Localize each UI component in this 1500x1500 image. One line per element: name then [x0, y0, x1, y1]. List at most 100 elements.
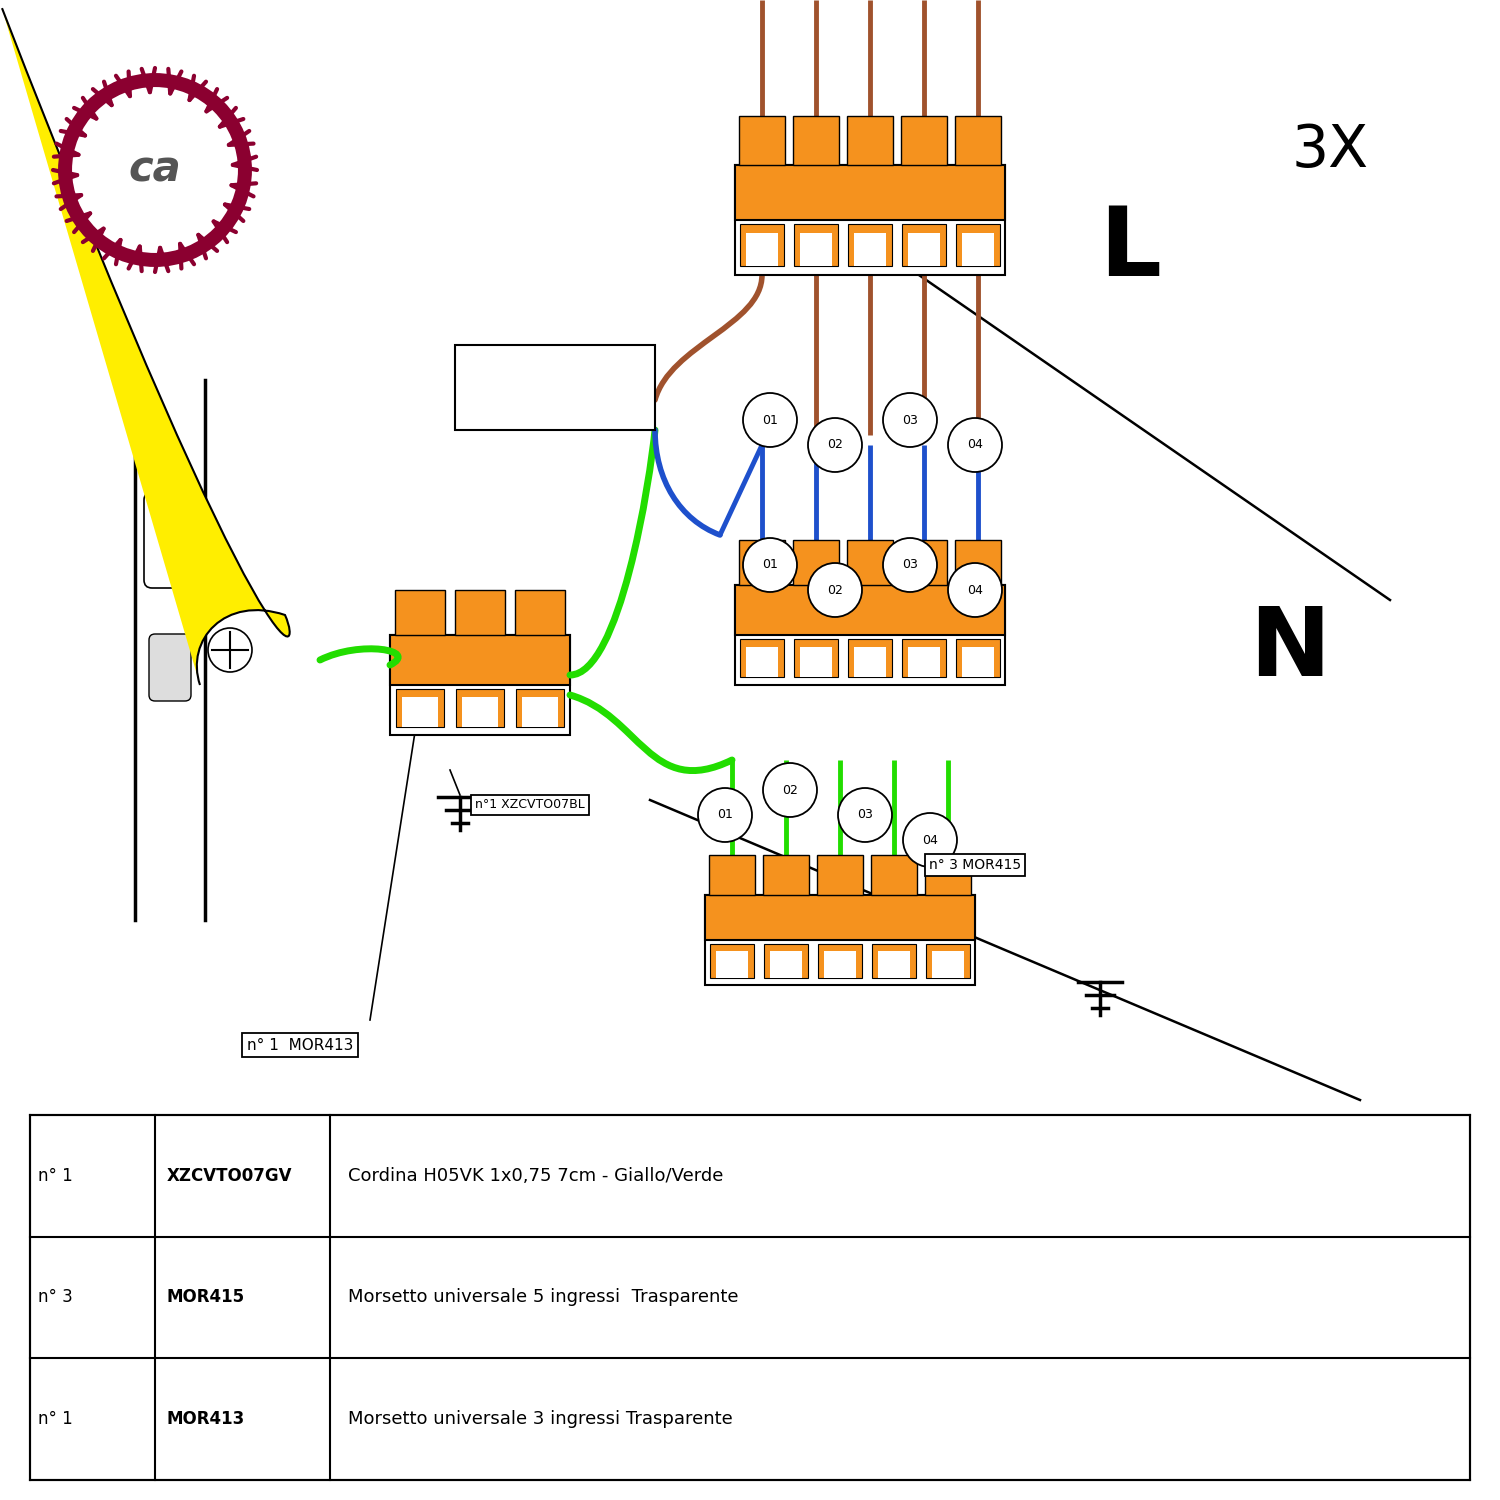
- FancyBboxPatch shape: [847, 540, 892, 585]
- FancyBboxPatch shape: [853, 646, 886, 676]
- FancyBboxPatch shape: [394, 590, 445, 634]
- FancyBboxPatch shape: [849, 225, 891, 266]
- FancyBboxPatch shape: [522, 698, 558, 728]
- FancyBboxPatch shape: [402, 698, 438, 728]
- FancyBboxPatch shape: [794, 540, 838, 585]
- FancyBboxPatch shape: [824, 951, 856, 978]
- FancyBboxPatch shape: [740, 116, 784, 165]
- FancyBboxPatch shape: [873, 944, 915, 978]
- FancyBboxPatch shape: [902, 116, 946, 165]
- FancyBboxPatch shape: [514, 590, 566, 634]
- FancyBboxPatch shape: [962, 232, 994, 266]
- FancyBboxPatch shape: [800, 646, 832, 676]
- Text: MOR415: MOR415: [166, 1288, 244, 1306]
- Text: Morsetto universale 3 ingressi Trasparente: Morsetto universale 3 ingressi Trasparen…: [348, 1410, 732, 1428]
- FancyBboxPatch shape: [853, 232, 886, 266]
- FancyBboxPatch shape: [908, 646, 940, 676]
- Circle shape: [884, 393, 938, 447]
- FancyBboxPatch shape: [454, 590, 506, 634]
- FancyBboxPatch shape: [962, 646, 994, 676]
- Text: n° 3: n° 3: [38, 1288, 72, 1306]
- Text: N: N: [1250, 603, 1330, 696]
- Text: n° 1: n° 1: [38, 1410, 72, 1428]
- FancyBboxPatch shape: [818, 855, 862, 895]
- FancyBboxPatch shape: [735, 585, 1005, 634]
- Text: 02: 02: [827, 584, 843, 597]
- Circle shape: [948, 419, 1002, 472]
- FancyBboxPatch shape: [30, 1114, 1470, 1480]
- Text: n° 1: n° 1: [38, 1167, 72, 1185]
- FancyBboxPatch shape: [144, 492, 196, 588]
- FancyBboxPatch shape: [932, 951, 964, 978]
- FancyBboxPatch shape: [741, 225, 783, 266]
- FancyBboxPatch shape: [735, 165, 1005, 220]
- FancyBboxPatch shape: [705, 896, 975, 986]
- Text: 02: 02: [827, 438, 843, 452]
- FancyBboxPatch shape: [456, 688, 504, 728]
- FancyBboxPatch shape: [956, 116, 1000, 165]
- Text: 03: 03: [856, 808, 873, 822]
- FancyBboxPatch shape: [390, 634, 570, 686]
- FancyBboxPatch shape: [903, 225, 945, 266]
- Text: XZCVTO07GV: XZCVTO07GV: [166, 1167, 292, 1185]
- Text: L: L: [1100, 204, 1161, 297]
- FancyBboxPatch shape: [956, 540, 1000, 585]
- Text: 04: 04: [922, 834, 938, 846]
- Circle shape: [698, 788, 752, 842]
- FancyBboxPatch shape: [800, 232, 832, 266]
- Circle shape: [209, 628, 252, 672]
- Text: ca: ca: [129, 148, 182, 190]
- Circle shape: [808, 562, 862, 616]
- FancyBboxPatch shape: [710, 855, 754, 895]
- FancyBboxPatch shape: [765, 944, 807, 978]
- Circle shape: [884, 538, 938, 592]
- FancyBboxPatch shape: [735, 165, 1005, 274]
- FancyBboxPatch shape: [957, 639, 999, 676]
- Circle shape: [78, 93, 232, 248]
- Circle shape: [839, 788, 892, 842]
- FancyBboxPatch shape: [847, 116, 892, 165]
- Text: 03: 03: [902, 414, 918, 426]
- FancyBboxPatch shape: [794, 116, 838, 165]
- PathPatch shape: [196, 610, 291, 689]
- Text: 01: 01: [762, 414, 778, 426]
- FancyBboxPatch shape: [516, 688, 564, 728]
- FancyBboxPatch shape: [462, 698, 498, 728]
- Text: 01: 01: [762, 558, 778, 572]
- Text: 03: 03: [902, 558, 918, 572]
- FancyBboxPatch shape: [795, 225, 837, 266]
- Text: 02: 02: [782, 783, 798, 796]
- FancyBboxPatch shape: [770, 951, 802, 978]
- FancyBboxPatch shape: [927, 944, 969, 978]
- Text: n°1 XZCVTO07BL: n°1 XZCVTO07BL: [476, 798, 585, 812]
- FancyBboxPatch shape: [849, 639, 891, 676]
- Circle shape: [764, 764, 818, 818]
- FancyBboxPatch shape: [764, 855, 808, 895]
- FancyBboxPatch shape: [740, 540, 784, 585]
- FancyBboxPatch shape: [716, 951, 748, 978]
- FancyBboxPatch shape: [926, 855, 970, 895]
- Circle shape: [742, 538, 796, 592]
- FancyBboxPatch shape: [148, 634, 190, 700]
- FancyBboxPatch shape: [819, 944, 861, 978]
- FancyBboxPatch shape: [711, 944, 753, 978]
- FancyBboxPatch shape: [396, 688, 444, 728]
- Text: Morsetto universale 5 ingressi  Trasparente: Morsetto universale 5 ingressi Trasparen…: [348, 1288, 738, 1306]
- Circle shape: [70, 86, 238, 254]
- Text: MOR413: MOR413: [166, 1410, 246, 1428]
- FancyBboxPatch shape: [741, 639, 783, 676]
- FancyBboxPatch shape: [878, 951, 910, 978]
- FancyBboxPatch shape: [454, 345, 656, 430]
- Text: Cordina H05VK 1x0,75 7cm - Giallo/Verde: Cordina H05VK 1x0,75 7cm - Giallo/Verde: [348, 1167, 723, 1185]
- Text: 01: 01: [717, 808, 734, 822]
- Text: 04: 04: [968, 584, 982, 597]
- FancyBboxPatch shape: [795, 639, 837, 676]
- FancyBboxPatch shape: [390, 634, 570, 735]
- Text: n° 3 MOR415: n° 3 MOR415: [928, 858, 1022, 871]
- Text: 3X: 3X: [1292, 122, 1368, 178]
- Circle shape: [948, 562, 1002, 616]
- Circle shape: [742, 393, 796, 447]
- FancyBboxPatch shape: [957, 225, 999, 266]
- FancyBboxPatch shape: [902, 540, 946, 585]
- FancyBboxPatch shape: [735, 585, 1005, 686]
